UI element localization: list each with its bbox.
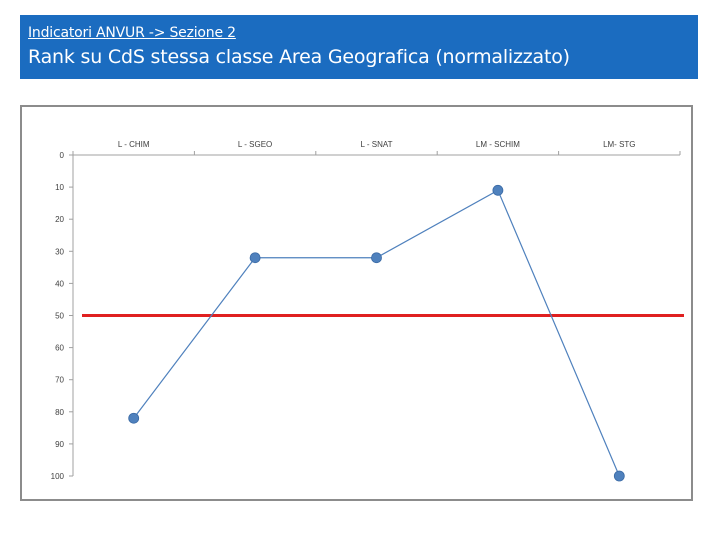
data-point-marker: [128, 412, 140, 424]
y-tick-label: 0: [60, 151, 65, 160]
y-tick-label: 40: [55, 279, 64, 288]
x-category-label: L - SGEO: [238, 140, 272, 149]
x-category-label: L - CHIM: [118, 140, 150, 149]
series-line: [133, 189, 620, 477]
y-tick-label: 70: [55, 376, 64, 385]
y-tick-label: 80: [55, 408, 64, 417]
x-category-label: LM- STG: [603, 140, 635, 149]
y-tick-label: 10: [55, 183, 64, 192]
data-point-marker: [249, 252, 261, 264]
y-tick-label: 60: [55, 344, 64, 353]
data-point-marker: [613, 470, 625, 482]
y-tick-label: 50: [55, 312, 64, 321]
data-point-marker: [371, 252, 382, 264]
y-tick-label: 20: [55, 215, 64, 224]
data-point-marker: [492, 184, 504, 196]
section-label: Indicatori ANVUR -> Sezione 2: [28, 25, 236, 41]
y-tick-label: 30: [55, 247, 64, 256]
x-category-label: L - SNAT: [360, 140, 392, 149]
slide-title: Rank su CdS stessa classe Area Geografic…: [28, 46, 570, 68]
chart-frame: [20, 105, 693, 501]
slide-header: Indicatori ANVUR -> Sezione 2 Rank su Cd…: [20, 15, 698, 79]
y-tick-label: 100: [51, 472, 65, 481]
y-tick-label: 90: [55, 440, 64, 449]
x-category-label: LM - SCHIM: [476, 140, 520, 149]
